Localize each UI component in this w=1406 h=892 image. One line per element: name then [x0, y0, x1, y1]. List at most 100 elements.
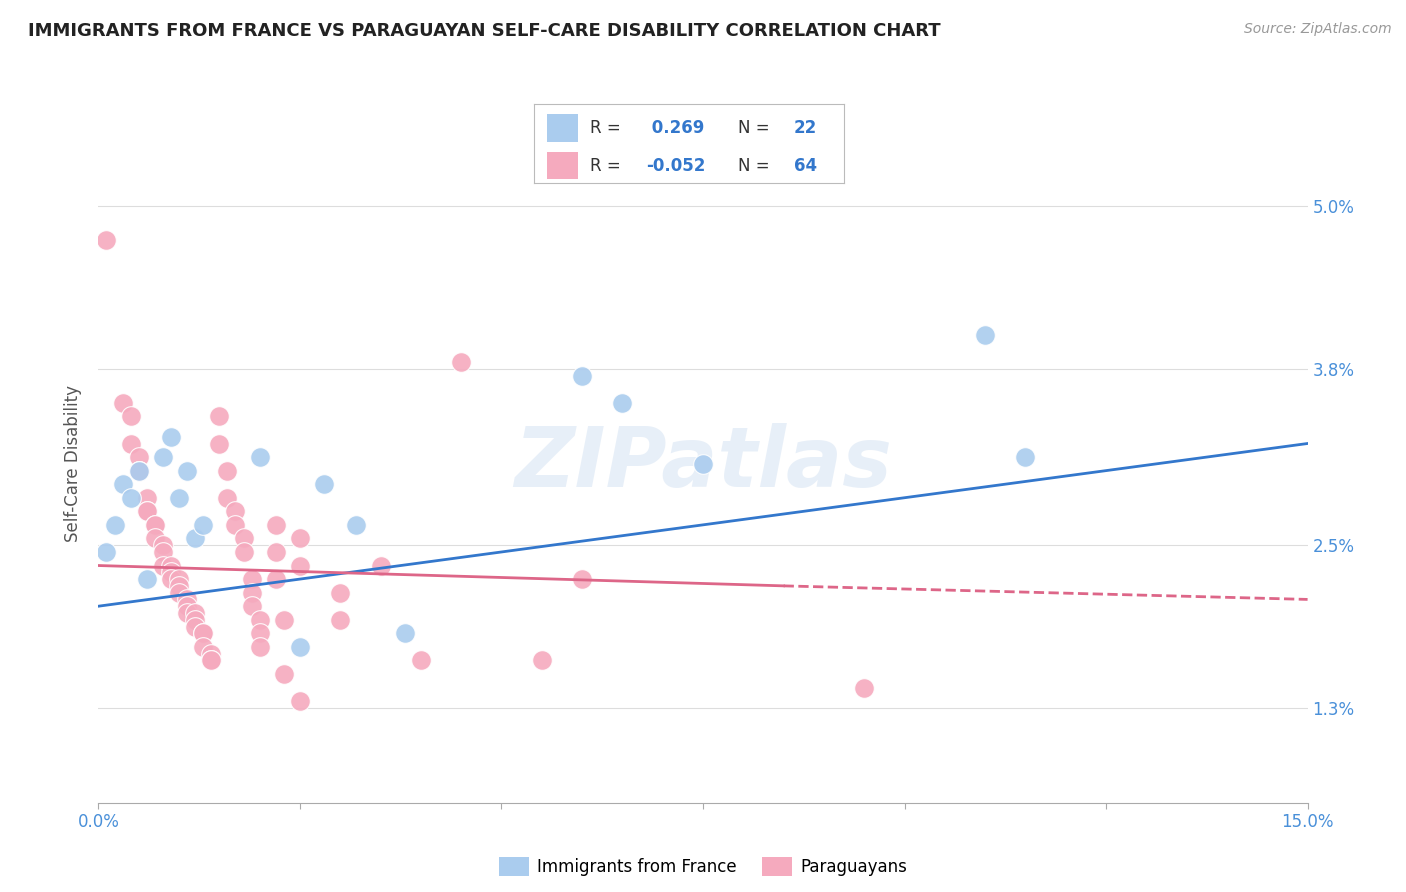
- Point: [143, 517, 166, 532]
- Point: [264, 517, 287, 532]
- Point: [208, 436, 231, 450]
- Point: [273, 667, 295, 681]
- Point: [176, 599, 198, 614]
- Point: [974, 328, 997, 343]
- Point: [152, 538, 174, 552]
- Text: IMMIGRANTS FROM FRANCE VS PARAGUAYAN SELF-CARE DISABILITY CORRELATION CHART: IMMIGRANTS FROM FRANCE VS PARAGUAYAN SEL…: [28, 22, 941, 40]
- Point: [176, 464, 198, 478]
- FancyBboxPatch shape: [547, 152, 578, 179]
- Point: [853, 681, 876, 695]
- Point: [288, 640, 311, 654]
- Point: [217, 464, 239, 478]
- Point: [329, 585, 352, 599]
- Point: [240, 599, 263, 614]
- FancyBboxPatch shape: [547, 114, 578, 142]
- Point: [184, 613, 207, 627]
- Point: [96, 233, 118, 247]
- Point: [184, 606, 207, 620]
- Point: [612, 396, 634, 410]
- Point: [193, 517, 215, 532]
- Point: [128, 464, 150, 478]
- Point: [240, 572, 263, 586]
- Point: [232, 545, 254, 559]
- Point: [160, 558, 183, 573]
- Point: [128, 464, 150, 478]
- Point: [344, 517, 367, 532]
- Point: [200, 647, 222, 661]
- Y-axis label: Self-Care Disability: Self-Care Disability: [65, 385, 83, 542]
- Point: [571, 572, 593, 586]
- Point: [409, 653, 432, 667]
- Text: 64: 64: [794, 157, 817, 175]
- Point: [232, 532, 254, 546]
- Point: [103, 517, 125, 532]
- Point: [249, 640, 271, 654]
- Point: [167, 491, 190, 505]
- Point: [135, 504, 157, 518]
- Point: [329, 613, 352, 627]
- Text: R =: R =: [591, 119, 626, 136]
- Point: [249, 626, 271, 640]
- Point: [193, 626, 215, 640]
- Point: [152, 558, 174, 573]
- Point: [193, 640, 215, 654]
- Point: [530, 653, 553, 667]
- Point: [176, 592, 198, 607]
- Legend: Immigrants from France, Paraguayans: Immigrants from France, Paraguayans: [492, 850, 914, 882]
- Point: [160, 572, 183, 586]
- Point: [135, 504, 157, 518]
- Point: [160, 566, 183, 580]
- Point: [240, 585, 263, 599]
- Point: [135, 572, 157, 586]
- Point: [184, 619, 207, 633]
- Point: [288, 532, 311, 546]
- Text: N =: N =: [738, 119, 775, 136]
- Point: [176, 606, 198, 620]
- Point: [167, 585, 190, 599]
- Point: [128, 450, 150, 464]
- Point: [224, 517, 246, 532]
- Point: [1014, 450, 1036, 464]
- Point: [120, 436, 142, 450]
- Point: [692, 457, 714, 471]
- Point: [571, 368, 593, 383]
- Point: [143, 517, 166, 532]
- Point: [450, 355, 472, 369]
- Point: [200, 653, 222, 667]
- Point: [120, 409, 142, 424]
- Point: [160, 430, 183, 444]
- Point: [249, 450, 271, 464]
- Point: [111, 477, 134, 491]
- Point: [184, 532, 207, 546]
- Point: [193, 626, 215, 640]
- Point: [264, 572, 287, 586]
- Point: [314, 477, 336, 491]
- Point: [288, 558, 311, 573]
- Text: 22: 22: [794, 119, 817, 136]
- Point: [224, 504, 246, 518]
- Point: [128, 464, 150, 478]
- Text: N =: N =: [738, 157, 775, 175]
- Point: [111, 396, 134, 410]
- Point: [167, 579, 190, 593]
- Point: [264, 545, 287, 559]
- Point: [167, 572, 190, 586]
- Point: [120, 491, 142, 505]
- Text: Source: ZipAtlas.com: Source: ZipAtlas.com: [1244, 22, 1392, 37]
- Point: [288, 694, 311, 708]
- Point: [217, 491, 239, 505]
- Point: [143, 532, 166, 546]
- Text: -0.052: -0.052: [645, 157, 704, 175]
- Point: [96, 545, 118, 559]
- Point: [370, 558, 392, 573]
- Text: ZIPatlas: ZIPatlas: [515, 424, 891, 504]
- Point: [394, 626, 416, 640]
- Point: [273, 613, 295, 627]
- Point: [135, 491, 157, 505]
- Point: [249, 613, 271, 627]
- Point: [152, 450, 174, 464]
- Point: [200, 653, 222, 667]
- Point: [208, 409, 231, 424]
- Point: [152, 545, 174, 559]
- Text: R =: R =: [591, 157, 620, 175]
